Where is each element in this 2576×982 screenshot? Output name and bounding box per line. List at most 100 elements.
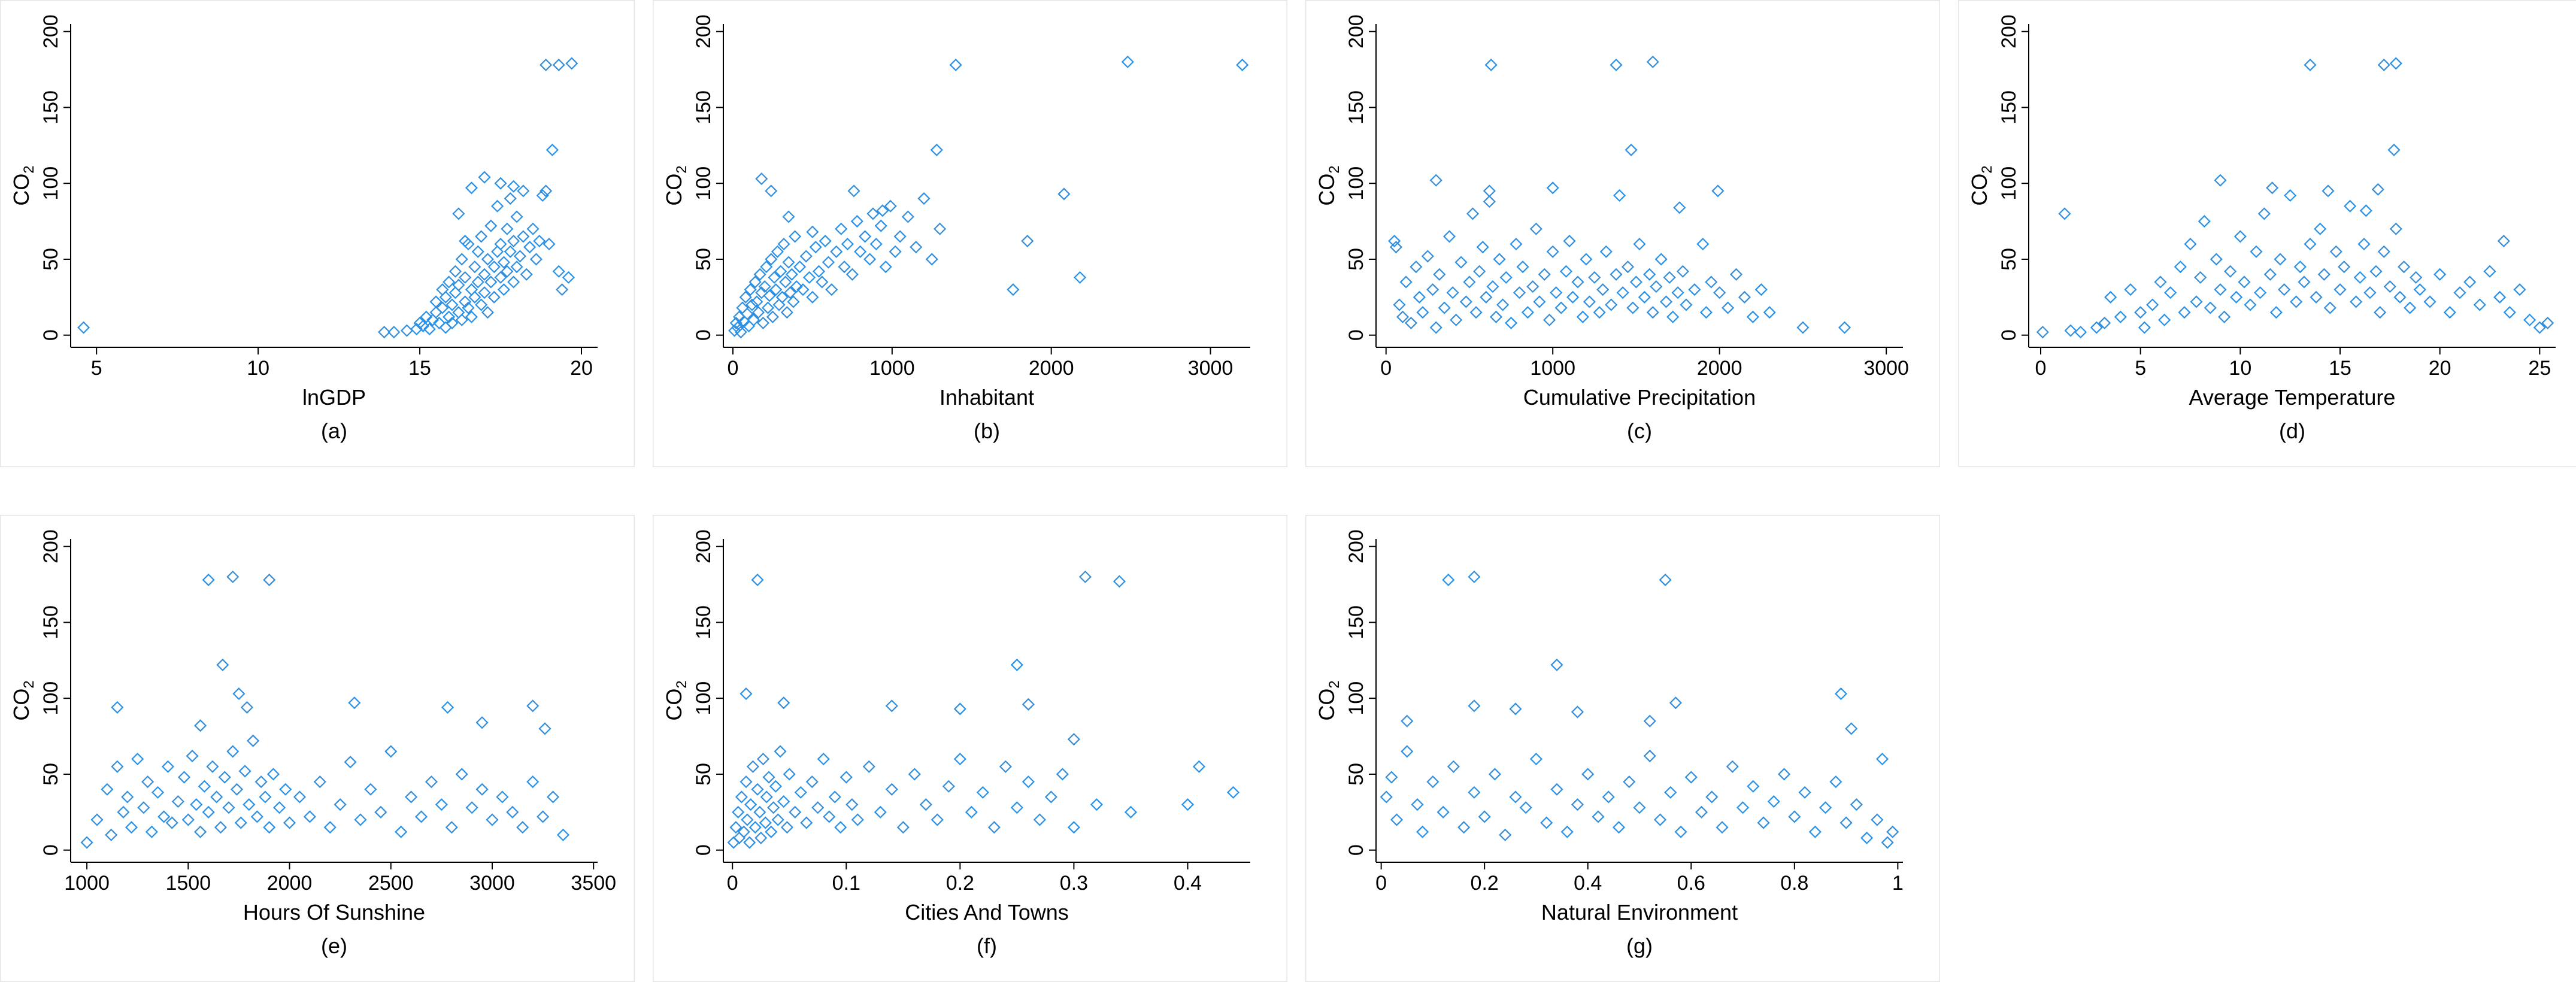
data-point <box>1626 144 1636 155</box>
data-point <box>2339 262 2350 272</box>
data-point <box>1237 59 1248 70</box>
data-point <box>264 574 275 585</box>
data-point <box>855 246 866 257</box>
data-point <box>932 814 942 825</box>
data-point <box>215 822 226 833</box>
x-tick-label: 1000 <box>64 872 110 895</box>
data-point <box>241 702 252 713</box>
data-point <box>1624 777 1635 787</box>
data-point <box>1739 292 1750 302</box>
data-point <box>1023 777 1034 787</box>
data-point <box>511 262 522 272</box>
data-point <box>294 792 305 802</box>
data-point <box>814 266 825 277</box>
y-tick-label: 150 <box>692 90 715 125</box>
data-point <box>1611 269 1622 280</box>
data-point <box>824 811 835 822</box>
data-point <box>1686 772 1696 783</box>
data-point <box>2155 277 2166 287</box>
data-point <box>472 246 483 257</box>
panel-caption: (d) <box>2279 419 2305 443</box>
data-point <box>2435 269 2445 280</box>
data-point <box>153 787 163 798</box>
y-axis-title: CO2 <box>9 680 37 720</box>
data-point <box>935 223 945 234</box>
data-point <box>898 822 908 833</box>
data-point <box>251 811 262 822</box>
data-point <box>450 266 460 277</box>
data-point <box>2191 296 2202 307</box>
data-point <box>1193 761 1204 772</box>
data-point <box>1405 317 1416 328</box>
data-point <box>757 317 768 328</box>
data-point <box>416 811 427 822</box>
data-point <box>553 59 564 70</box>
y-tick-label: 0 <box>1345 844 1368 856</box>
data-point <box>122 792 133 802</box>
data-point <box>842 239 853 250</box>
data-point <box>767 311 778 322</box>
data-point <box>2395 292 2405 302</box>
data-point <box>495 239 506 250</box>
data-point <box>778 239 789 250</box>
panel-caption: (b) <box>974 419 1000 443</box>
data-point <box>143 777 153 787</box>
data-point <box>528 777 538 787</box>
data-point <box>1510 704 1521 714</box>
data-point <box>487 814 498 825</box>
data-point <box>521 269 532 280</box>
data-point <box>1517 262 1528 272</box>
y-tick-label: 0 <box>1345 329 1368 341</box>
data-point <box>1448 761 1459 772</box>
y-tick-label: 200 <box>1345 529 1368 563</box>
data-point <box>1539 269 1550 280</box>
x-tick-label: 3000 <box>469 872 515 895</box>
data-point <box>538 811 548 822</box>
y-axis-title-main: CO <box>1314 174 1339 206</box>
data-point <box>783 257 794 268</box>
data-point <box>1531 754 1541 765</box>
data-point <box>489 262 499 272</box>
data-point <box>514 251 525 262</box>
data-point <box>557 829 568 840</box>
data-point <box>829 792 840 802</box>
data-point <box>1568 292 1578 302</box>
data-point <box>1594 307 1605 318</box>
data-point <box>325 822 335 833</box>
x-axis-title: Cumulative Precipitation <box>1523 385 1756 410</box>
data-point <box>909 769 920 780</box>
data-point <box>1122 56 1133 67</box>
data-point <box>1444 231 1455 242</box>
data-point <box>477 717 487 728</box>
data-point <box>762 302 773 313</box>
y-axis-title: CO2 <box>9 165 37 205</box>
data-point <box>492 201 503 211</box>
data-point <box>456 314 467 325</box>
data-point <box>1460 296 1471 307</box>
data-point <box>460 272 471 283</box>
panel-caption: (a) <box>321 419 347 443</box>
data-point <box>1835 689 1846 699</box>
y-tick-label: 50 <box>692 248 715 271</box>
y-axis-title-subscript: 2 <box>1979 165 1995 173</box>
data-point <box>1731 269 1742 280</box>
data-point <box>920 799 931 810</box>
data-point <box>943 781 954 792</box>
data-point <box>2279 284 2290 295</box>
x-tick-label: 0.4 <box>1174 872 1202 895</box>
data-point <box>1862 832 1872 843</box>
data-point <box>1091 799 1102 810</box>
data-point <box>456 769 467 780</box>
data-point <box>1487 281 1498 292</box>
data-point <box>207 761 218 772</box>
data-point <box>2390 223 2401 234</box>
data-point <box>1469 787 1480 798</box>
x-tick-label: 2000 <box>1029 357 1074 380</box>
data-point <box>778 698 789 708</box>
data-point <box>406 792 417 802</box>
data-point <box>831 246 842 257</box>
data-point <box>508 181 519 192</box>
y-tick-label: 100 <box>40 166 62 201</box>
